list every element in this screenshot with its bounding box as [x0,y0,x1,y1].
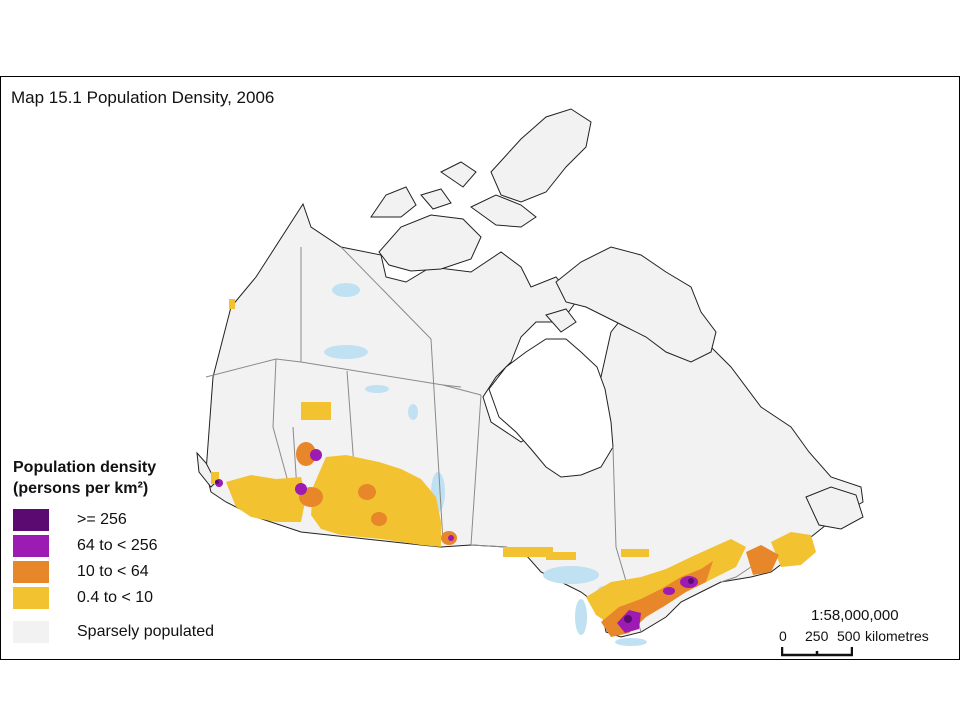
legend-swatch-very-high [13,509,49,531]
map-title: Map 15.1 Population Density, 2006 [11,88,275,107]
scale-tick-500: 500 [837,628,861,644]
legend-item-medium: 10 to < 64 [13,559,253,585]
canada-map [196,108,864,646]
scale-bar [781,647,853,657]
lake-superior [543,566,599,584]
arctic-island-devon [470,194,537,228]
arctic-island-ellesmere [490,108,592,203]
legend-item-low: 0.4 to < 10 [13,585,253,611]
arctic-island-victoria [378,214,482,272]
newfoundland [805,486,864,530]
scale-unit: kilometres [865,628,929,644]
legend-item-very-high: >= 256 [13,507,253,533]
legend-label-very-high: >= 256 [77,511,127,528]
hudson-bay [488,338,614,478]
density-low [211,299,816,625]
arctic-island-small-1 [440,161,477,188]
legend-title-line1: Population density [13,459,157,476]
great-slave-lake [324,345,368,359]
legend-swatch-medium [13,561,49,583]
scale-tick-250: 250 [805,628,829,644]
map-scale: 1:58,000,000 0 250 500 kilometres [771,607,951,657]
legend-item-high: 64 to < 256 [13,533,253,559]
legend: Population density (persons per km²) >= … [13,457,253,645]
arctic-island-baffin [555,246,717,363]
legend-title: Population density (persons per km²) [13,457,253,499]
legend-item-sparse: Sparsely populated [13,619,253,645]
density-very-high [215,480,694,623]
southampton-island [545,308,577,333]
legend-label-low: 0.4 to < 10 [77,589,154,606]
provincial-borders [205,246,752,633]
legend-label-sparse: Sparsely populated [77,623,214,640]
map-frame: Map 15.1 Population Density, 2006 [0,76,960,660]
scale-ratio: 1:58,000,000 [811,607,899,624]
great-bear-lake [332,283,360,297]
scale-tick-0: 0 [779,628,787,644]
legend-swatch-high [13,535,49,557]
lake-michigan [575,599,587,635]
arctic-island-banks [370,186,417,218]
legend-swatch-low [13,587,49,609]
legend-label-medium: 10 to < 64 [77,563,149,580]
reindeer-lake [408,404,418,420]
arctic-island-small-2 [420,188,452,210]
legend-swatch-sparse [13,621,49,643]
lake-erie [615,638,647,646]
legend-label-high: 64 to < 256 [77,537,158,554]
legend-title-line2: (persons per km²) [13,480,149,497]
lake-athabasca [365,385,389,393]
